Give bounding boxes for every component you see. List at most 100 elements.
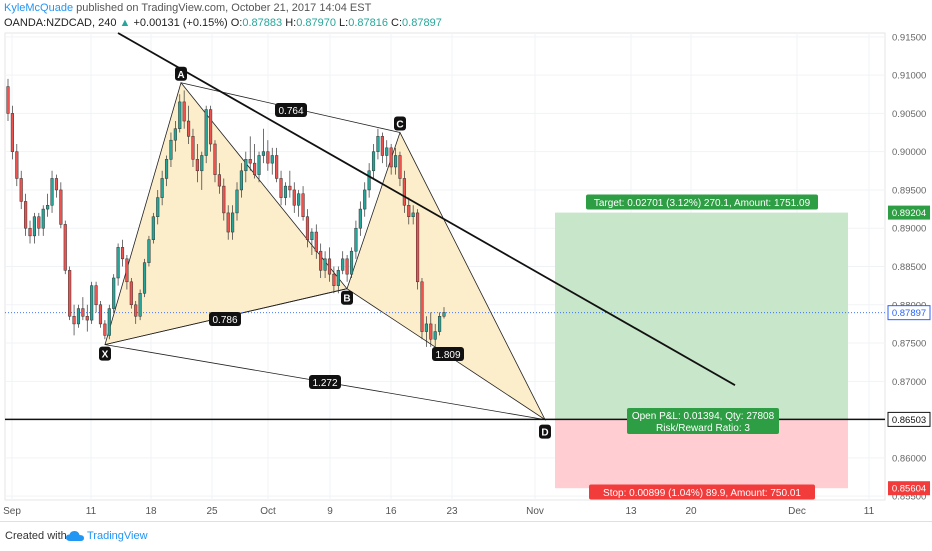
x-tick-label: 23 [446,506,458,517]
candle [345,255,349,282]
candle [37,212,41,236]
point-label-text: A [177,70,184,81]
candle [103,320,107,340]
candle-body [244,159,248,172]
candle-body [319,250,323,271]
candle [169,132,173,167]
change-value: +0.00131 (+0.15%) [133,17,228,29]
candle [85,304,89,332]
candle-body [398,155,402,179]
candle [398,151,402,187]
price-label-last: 0.87897 [887,305,931,321]
x-tick-label: 20 [685,506,697,517]
pattern-triangle-bcd [346,131,547,421]
candle-body [94,285,98,306]
candle-body [142,262,147,294]
candle [116,243,120,286]
target-zone [555,212,848,420]
candle [182,90,186,129]
tradingview-logo[interactable]: TradingView [66,530,148,542]
candle [283,182,288,206]
stop-badge: Stop: 0.00899 (1.04%) 89.9, Amount: 750.… [589,484,815,500]
author-link[interactable]: KyleMcQuade [4,2,74,14]
x-tick-label: 16 [385,506,397,517]
candle-body [209,109,213,145]
y-tick-label: 0.90000 [892,147,926,158]
point-label-bg [341,290,353,305]
y-tick-label: 0.87000 [892,377,926,388]
price-label-text: 0.89204 [892,208,926,219]
point-label-x: X [99,346,111,361]
candle-body [160,178,164,198]
price-chart[interactable]: X A B C D 0.764 0.786 1.272 1.809 Target: 0.0270… [0,0,932,521]
close-label: C: [391,17,403,29]
publish-info: KyleMcQuade published on TradingView.com… [4,2,371,14]
low-value: 0.87816 [348,17,388,29]
x-tick-label: 25 [206,506,218,517]
ratio-label-text: 1.809 [435,350,460,361]
open-label: O: [230,17,243,29]
candle-body [367,170,371,191]
candles [6,78,446,359]
candle-body [63,224,67,271]
candle-body [116,247,120,279]
position-tool [555,212,848,489]
target-badge-bg [586,194,818,210]
candle [429,312,433,347]
candle-body [138,293,142,317]
rr-label: Risk/Reward Ratio: 3 [656,423,750,434]
candle-body [411,212,415,217]
candle [314,224,318,259]
candle [226,205,230,240]
candle [349,247,354,278]
candle [191,128,195,167]
candle-body [186,120,191,137]
candle [164,155,169,187]
candle [420,277,424,340]
x-tick-label: Oct [260,506,276,517]
candle [248,136,252,171]
ratio-label: 0.786 [209,312,241,326]
candle-body [248,159,252,164]
candle-body [191,136,195,160]
candle [24,193,28,236]
candle-body [275,155,279,179]
candle [416,209,420,290]
candle [10,105,14,160]
candle [371,144,376,179]
candle [319,243,323,278]
ratio-label: 0.764 [275,103,307,117]
candle-body [288,185,292,191]
y-tick-label: 0.87500 [892,339,926,350]
candle-body [15,151,19,179]
candle [380,132,384,164]
symbol-legend: OANDA:NZDCAD, 240 ▲ +0.00131 (+0.15%) O:… [4,17,442,29]
candle-body [24,201,28,229]
candle [195,144,199,183]
candle-body [345,258,349,275]
footer: Created with TradingView [0,521,932,551]
x-tick-label: Sep [3,506,21,517]
point-label-bg [394,116,406,131]
candle [402,170,406,213]
y-tick-label: 0.86000 [892,453,926,464]
candle [407,197,411,225]
price-label-target: 0.89204 [888,205,930,220]
x-tick-label: Nov [526,506,544,517]
ratio-label-bg [275,103,307,117]
candle-body [156,197,160,217]
candle [134,300,138,324]
candle-body [407,205,411,217]
candle [235,182,239,221]
candle [424,316,428,347]
point-label-b: B [341,290,353,305]
candle [120,239,125,267]
candle [72,304,76,336]
candle-body [376,136,380,152]
ratio-label-bg [209,312,241,326]
ratio-label-text: 0.786 [212,315,237,326]
candle-body [292,189,296,206]
candle-body [336,270,340,286]
low-label: L: [339,17,349,29]
candle-body [385,147,389,156]
